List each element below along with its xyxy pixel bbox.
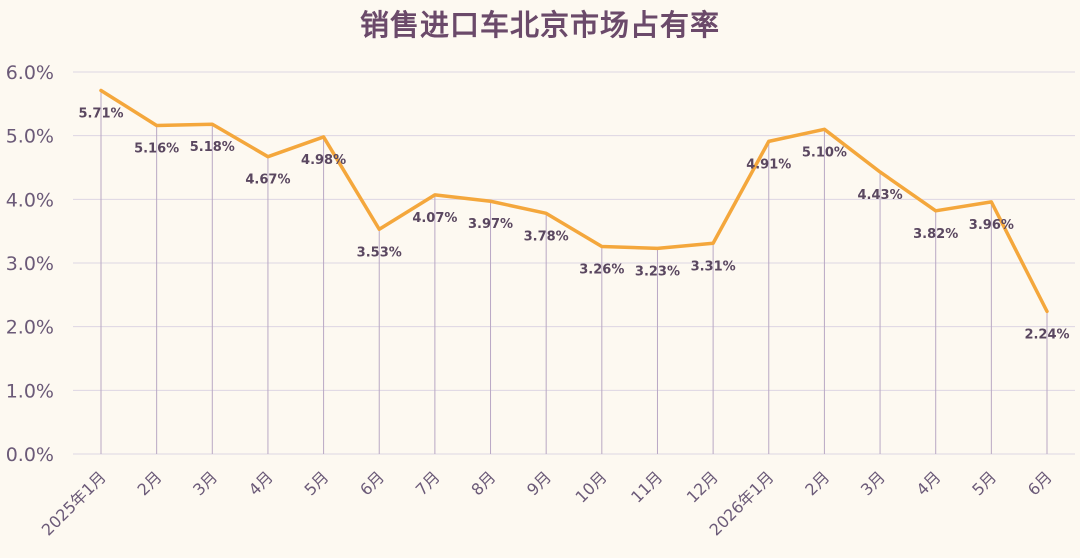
y-tick-label: 4.0%: [6, 189, 54, 211]
data-label: 3.31%: [691, 259, 736, 274]
x-tick-label: 6月: [356, 467, 388, 499]
y-tick-label: 0.0%: [6, 444, 54, 466]
data-label: 4.07%: [412, 211, 457, 226]
data-label: 4.43%: [858, 188, 903, 203]
y-tick-label: 2.0%: [6, 317, 54, 339]
data-label: 4.98%: [301, 153, 346, 168]
data-label: 4.91%: [746, 157, 791, 172]
x-tick-label: 6月: [1024, 467, 1056, 499]
x-tick-label: 12月: [683, 467, 722, 506]
x-tick-label: 9月: [523, 467, 555, 499]
x-tick-label: 2月: [134, 467, 166, 499]
data-label: 3.53%: [357, 245, 402, 260]
x-tick-label: 2025年1月: [38, 467, 110, 539]
x-tick-label: 3月: [857, 467, 889, 499]
x-tick-label: 5月: [300, 467, 332, 499]
x-tick-label: 4月: [913, 467, 945, 499]
data-label: 3.26%: [579, 262, 624, 277]
data-label: 4.67%: [245, 173, 290, 188]
data-label: 3.96%: [969, 218, 1014, 233]
x-tick-label: 4月: [245, 467, 277, 499]
series-line: [99, 88, 1049, 314]
data-label: 5.18%: [190, 140, 235, 155]
data-label: 5.16%: [134, 141, 179, 156]
x-tick-label: 10月: [571, 467, 610, 506]
y-tick-label: 5.0%: [6, 126, 54, 148]
x-tick-label: 11月: [627, 467, 666, 506]
y-tick-label: 6.0%: [6, 62, 54, 84]
data-label: 3.82%: [913, 227, 958, 242]
chart-title: 销售进口车北京市场占有率: [359, 8, 720, 42]
data-label: 2.24%: [1024, 327, 1069, 342]
x-tick-label: 2月: [801, 467, 833, 499]
data-label: 3.78%: [524, 229, 569, 244]
data-label: 5.71%: [78, 106, 123, 121]
x-tick-label: 7月: [412, 467, 444, 499]
y-tick-label: 1.0%: [6, 380, 54, 402]
y-tick-label: 3.0%: [6, 253, 54, 275]
x-tick-label: 5月: [968, 467, 1000, 499]
x-tick-label: 8月: [467, 467, 499, 499]
data-label: 3.23%: [635, 264, 680, 279]
data-label: 3.97%: [468, 217, 513, 232]
data-label: 5.10%: [802, 145, 847, 160]
x-tick-label: 3月: [189, 467, 221, 499]
